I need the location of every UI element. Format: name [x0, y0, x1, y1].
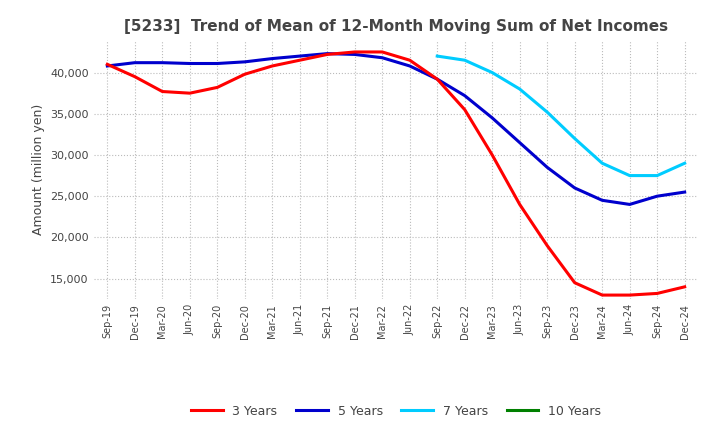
7 Years [680, 161, 689, 166]
3 Years [405, 58, 414, 63]
7 Years [598, 161, 606, 166]
3 Years [240, 72, 249, 77]
3 Years [351, 49, 359, 55]
3 Years [295, 58, 304, 63]
3 Years [626, 293, 634, 298]
5 Years [543, 165, 552, 170]
7 Years [460, 58, 469, 63]
5 Years [158, 60, 166, 65]
3 Years [103, 62, 112, 67]
3 Years [186, 91, 194, 96]
3 Years [130, 74, 139, 79]
3 Years [323, 52, 332, 57]
Y-axis label: Amount (million yen): Amount (million yen) [32, 104, 45, 235]
7 Years [653, 173, 662, 178]
5 Years [433, 77, 441, 82]
3 Years [213, 85, 222, 90]
5 Years [570, 185, 579, 191]
5 Years [213, 61, 222, 66]
3 Years [680, 284, 689, 290]
7 Years [570, 136, 579, 141]
Title: [5233]  Trend of Mean of 12-Month Moving Sum of Net Incomes: [5233] Trend of Mean of 12-Month Moving … [124, 19, 668, 34]
3 Years [516, 202, 524, 207]
Line: 3 Years: 3 Years [107, 52, 685, 295]
7 Years [488, 70, 497, 75]
5 Years [460, 93, 469, 98]
5 Years [295, 53, 304, 59]
3 Years [158, 89, 166, 94]
7 Years [626, 173, 634, 178]
5 Years [626, 202, 634, 207]
3 Years [543, 243, 552, 248]
5 Years [516, 140, 524, 145]
5 Years [405, 63, 414, 69]
7 Years [516, 86, 524, 92]
3 Years [598, 293, 606, 298]
3 Years [488, 152, 497, 158]
3 Years [378, 49, 387, 55]
3 Years [460, 107, 469, 112]
3 Years [570, 280, 579, 286]
3 Years [433, 77, 441, 82]
5 Years [240, 59, 249, 65]
3 Years [268, 63, 276, 69]
5 Years [351, 52, 359, 57]
Line: 7 Years: 7 Years [437, 56, 685, 176]
5 Years [268, 56, 276, 61]
7 Years [433, 53, 441, 59]
5 Years [488, 115, 497, 121]
5 Years [378, 55, 387, 60]
3 Years [653, 291, 662, 296]
5 Years [186, 61, 194, 66]
5 Years [653, 194, 662, 199]
5 Years [130, 60, 139, 65]
5 Years [323, 51, 332, 56]
7 Years [543, 110, 552, 115]
Line: 5 Years: 5 Years [107, 54, 685, 205]
5 Years [680, 190, 689, 195]
Legend: 3 Years, 5 Years, 7 Years, 10 Years: 3 Years, 5 Years, 7 Years, 10 Years [186, 400, 606, 423]
5 Years [598, 198, 606, 203]
5 Years [103, 63, 112, 69]
